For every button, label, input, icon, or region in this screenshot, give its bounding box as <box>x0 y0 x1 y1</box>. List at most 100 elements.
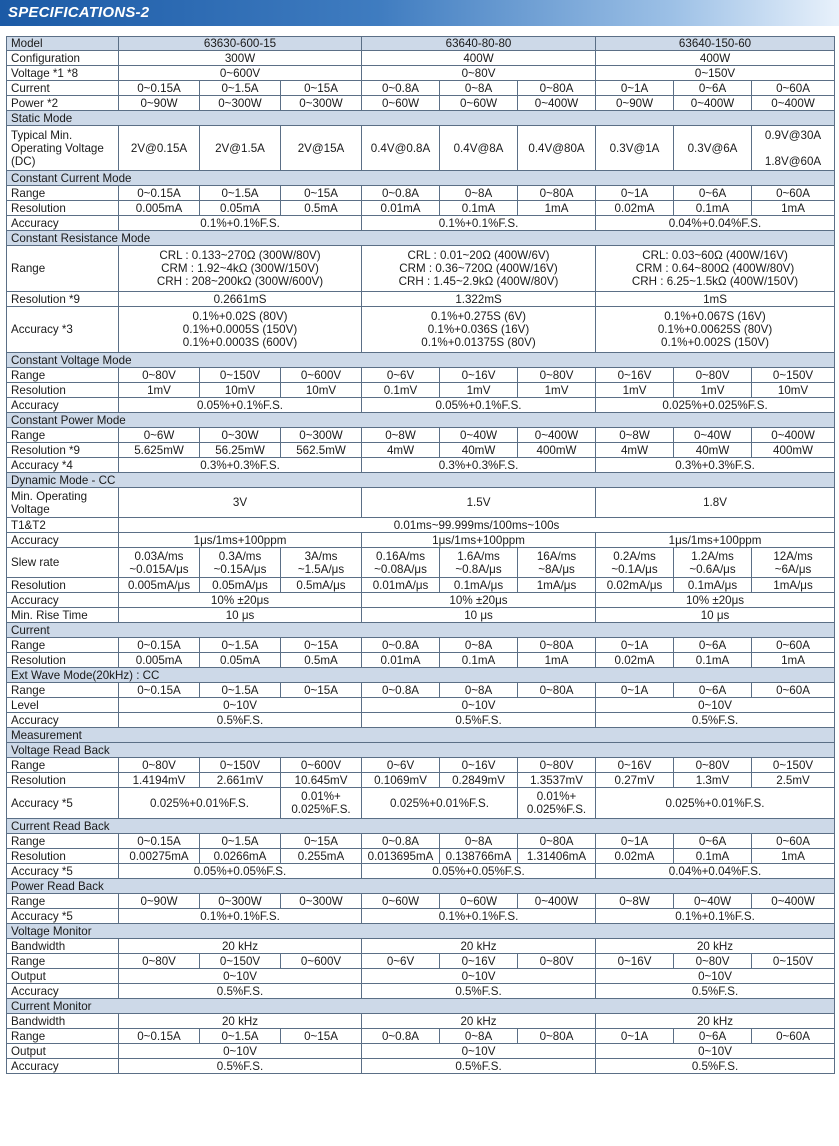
spec-value: 20 kHz <box>595 938 836 954</box>
row-label: Min. Operating Voltage <box>6 487 119 518</box>
spec-value: 2V@0.15A <box>118 125 200 171</box>
spec-value: 400W <box>595 50 836 66</box>
spec-value: 0~15A <box>279 637 363 653</box>
row-label: Resolution <box>6 200 119 216</box>
spec-value: 0.1mA <box>439 200 519 216</box>
row-label: Range <box>6 637 119 653</box>
section-header-row: Constant Power Mode <box>5 412 836 428</box>
spec-value: 0~0.15A <box>118 185 200 201</box>
spec-value: 0.01ms~99.999ms/100ms~100s <box>117 517 836 533</box>
spec-value: 2V@1.5A <box>199 125 281 171</box>
section-header-row: Static Mode <box>5 110 836 126</box>
spec-value: 0~0.8A <box>361 833 441 849</box>
spec-value: 0~10V <box>361 968 597 984</box>
spec-value: 10.645mV <box>279 772 363 788</box>
spec-value: 2.5mV <box>751 772 836 788</box>
spec-value: 0~10V <box>361 697 597 713</box>
spec-value: 0~15A <box>279 80 363 96</box>
spec-value: 0~300W <box>199 95 281 111</box>
spec-value: 0.03A/ms ~0.015A/μs <box>118 547 200 578</box>
spec-value: 0.5mA <box>279 652 363 668</box>
spec-value: 0~400W <box>751 95 836 111</box>
spec-row: Accuracy 0.5%F.S. 0.5%F.S. 0.5%F.S. <box>6 983 836 999</box>
spec-value: 0~8W <box>361 427 441 443</box>
spec-value: 0.4V@80A <box>517 125 597 171</box>
row-label: Range <box>6 893 119 909</box>
spec-value: 0~40W <box>673 427 753 443</box>
section-title-cell: Static Mode <box>5 110 836 126</box>
row-label: Accuracy *5 <box>6 908 119 924</box>
spec-value: CRL: 0.03~60Ω (400W/16V) CRM : 0.64~800Ω … <box>595 245 836 292</box>
spec-value: 0.05mA <box>199 652 281 668</box>
spec-value: 0~80A <box>517 80 597 96</box>
spec-row: Range 0~80V 0~150V 0~600V 0~6V 0~16V 0~80V 0~16… <box>6 757 836 773</box>
spec-row: Min. Operating Voltage 3V 1.5V 1.8V <box>6 487 836 518</box>
section-title-cell: Dynamic Mode - CC <box>5 472 836 488</box>
spec-value: 0~6A <box>673 833 753 849</box>
spec-value: 1.322mS <box>361 291 597 307</box>
spec-value: 12A/ms ~6A/μs <box>751 547 836 578</box>
spec-value: 1mA/μs <box>517 577 597 593</box>
spec-value: 0.16A/ms ~0.08A/μs <box>361 547 441 578</box>
row-label: Accuracy <box>6 397 119 413</box>
spec-value: 0~90W <box>118 95 200 111</box>
row-label: Resolution <box>6 848 119 864</box>
spec-value: 0~10V <box>595 968 836 984</box>
spec-value: 0.9V@30A 1.8V@60A <box>751 125 836 171</box>
spec-row: Range 0~0.15A 0~1.5A 0~15A 0~0.8A 0~8A 0~80A 0~… <box>6 1028 836 1044</box>
spec-value: 0~30W <box>199 427 281 443</box>
row-label: Model <box>6 36 119 51</box>
spec-value: 0~8W <box>595 427 675 443</box>
spec-row: Min. Rise Time 10 μs 10 μs 10 μs <box>6 607 836 623</box>
spec-value: 0~16V <box>439 367 519 383</box>
spec-value: 1.3mV <box>673 772 753 788</box>
spec-value: 0~0.8A <box>361 80 441 96</box>
spec-row: Range CRL : 0.133~270Ω (300W/80V) CRM : 1.… <box>6 245 836 292</box>
spec-value: 0~80V <box>118 953 200 969</box>
spec-value: 0~150V <box>751 953 836 969</box>
spec-value: 0~10V <box>117 1043 363 1059</box>
spec-value: 0.5%F.S. <box>117 1058 363 1074</box>
spec-value: 0~10V <box>117 697 363 713</box>
spec-value: 1.8V <box>595 487 836 518</box>
spec-value: 0~300W <box>199 893 281 909</box>
spec-value: 1μs/1ms+100ppm <box>595 532 836 548</box>
row-label: Resolution <box>6 652 119 668</box>
section-title-cell: Constant Power Mode <box>5 412 836 428</box>
spec-row: Power *2 0~90W 0~300W 0~300W 0~60W 0~60W 0~400… <box>6 95 836 111</box>
spec-value: 0.1mA <box>673 200 753 216</box>
spec-value: 2V@15A <box>279 125 363 171</box>
row-label: Power *2 <box>6 95 119 111</box>
section-title: SPECIFICATIONS-2 <box>8 4 150 21</box>
spec-value: 0~80A <box>517 1028 597 1044</box>
spec-row: Output 0~10V 0~10V 0~10V <box>6 1043 836 1059</box>
section-title-cell: Ext Wave Mode(20kHz) : CC <box>5 667 836 683</box>
spec-value: 0~15A <box>279 1028 363 1044</box>
spec-row: Range 0~6W 0~30W 0~300W 0~8W 0~40W 0~400W 0~8W 0… <box>6 427 836 443</box>
row-label: Resolution <box>6 772 119 788</box>
section-title-cell: Voltage Monitor <box>5 923 836 939</box>
spec-value: 1.3537mV <box>517 772 597 788</box>
spec-value: 1mV <box>517 382 597 398</box>
spec-value: 0.01mA <box>361 652 441 668</box>
spec-row: Range 0~0.15A 0~1.5A 0~15A 0~0.8A 0~8A 0~80A 0~… <box>6 682 836 698</box>
section-title-cell: Constant Current Mode <box>5 170 836 186</box>
spec-value: 0~16V <box>595 953 675 969</box>
row-label: Slew rate <box>6 547 119 578</box>
row-label: Resolution <box>6 382 119 398</box>
spec-value: 0.025%+0.025%F.S. <box>595 397 836 413</box>
specifications-table-body: Model 63630-600-15 63640-80-80 63640-150-60… <box>5 36 836 1074</box>
spec-value: 63640-80-80 <box>361 36 597 51</box>
spec-value: 0~15A <box>279 185 363 201</box>
spec-row: Bandwidth 20 kHz 20 kHz 20 kHz <box>6 938 836 954</box>
spec-value: 0.04%+0.04%F.S. <box>595 215 836 231</box>
model-header-row: Model 63630-600-15 63640-80-80 63640-150-60 <box>6 36 836 51</box>
spec-row: Resolution *9 5.625mW 56.25mW 562.5mW 4mW 40m… <box>6 442 836 458</box>
spec-value: 0.1mA/μs <box>439 577 519 593</box>
spec-value: 10 μs <box>595 607 836 623</box>
spec-value: 0~1.5A <box>199 833 281 849</box>
spec-row: Range 0~0.15A 0~1.5A 0~15A 0~0.8A 0~8A 0~80A 0~… <box>6 637 836 653</box>
spec-value: 0~400W <box>517 95 597 111</box>
spec-value: 0~80V <box>673 953 753 969</box>
spec-value: 0~60A <box>751 1028 836 1044</box>
